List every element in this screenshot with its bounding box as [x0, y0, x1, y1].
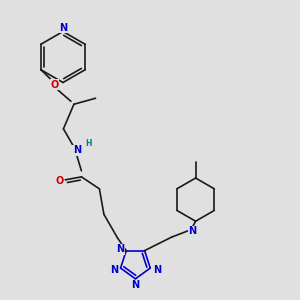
Text: N: N [131, 280, 140, 290]
Text: O: O [50, 80, 59, 90]
Text: N: N [188, 226, 196, 236]
Text: N: N [110, 266, 118, 275]
Text: N: N [73, 146, 81, 155]
Text: N: N [59, 23, 67, 33]
Text: H: H [85, 139, 92, 148]
Text: N: N [116, 244, 124, 254]
Text: O: O [56, 176, 64, 186]
Text: N: N [153, 266, 161, 275]
